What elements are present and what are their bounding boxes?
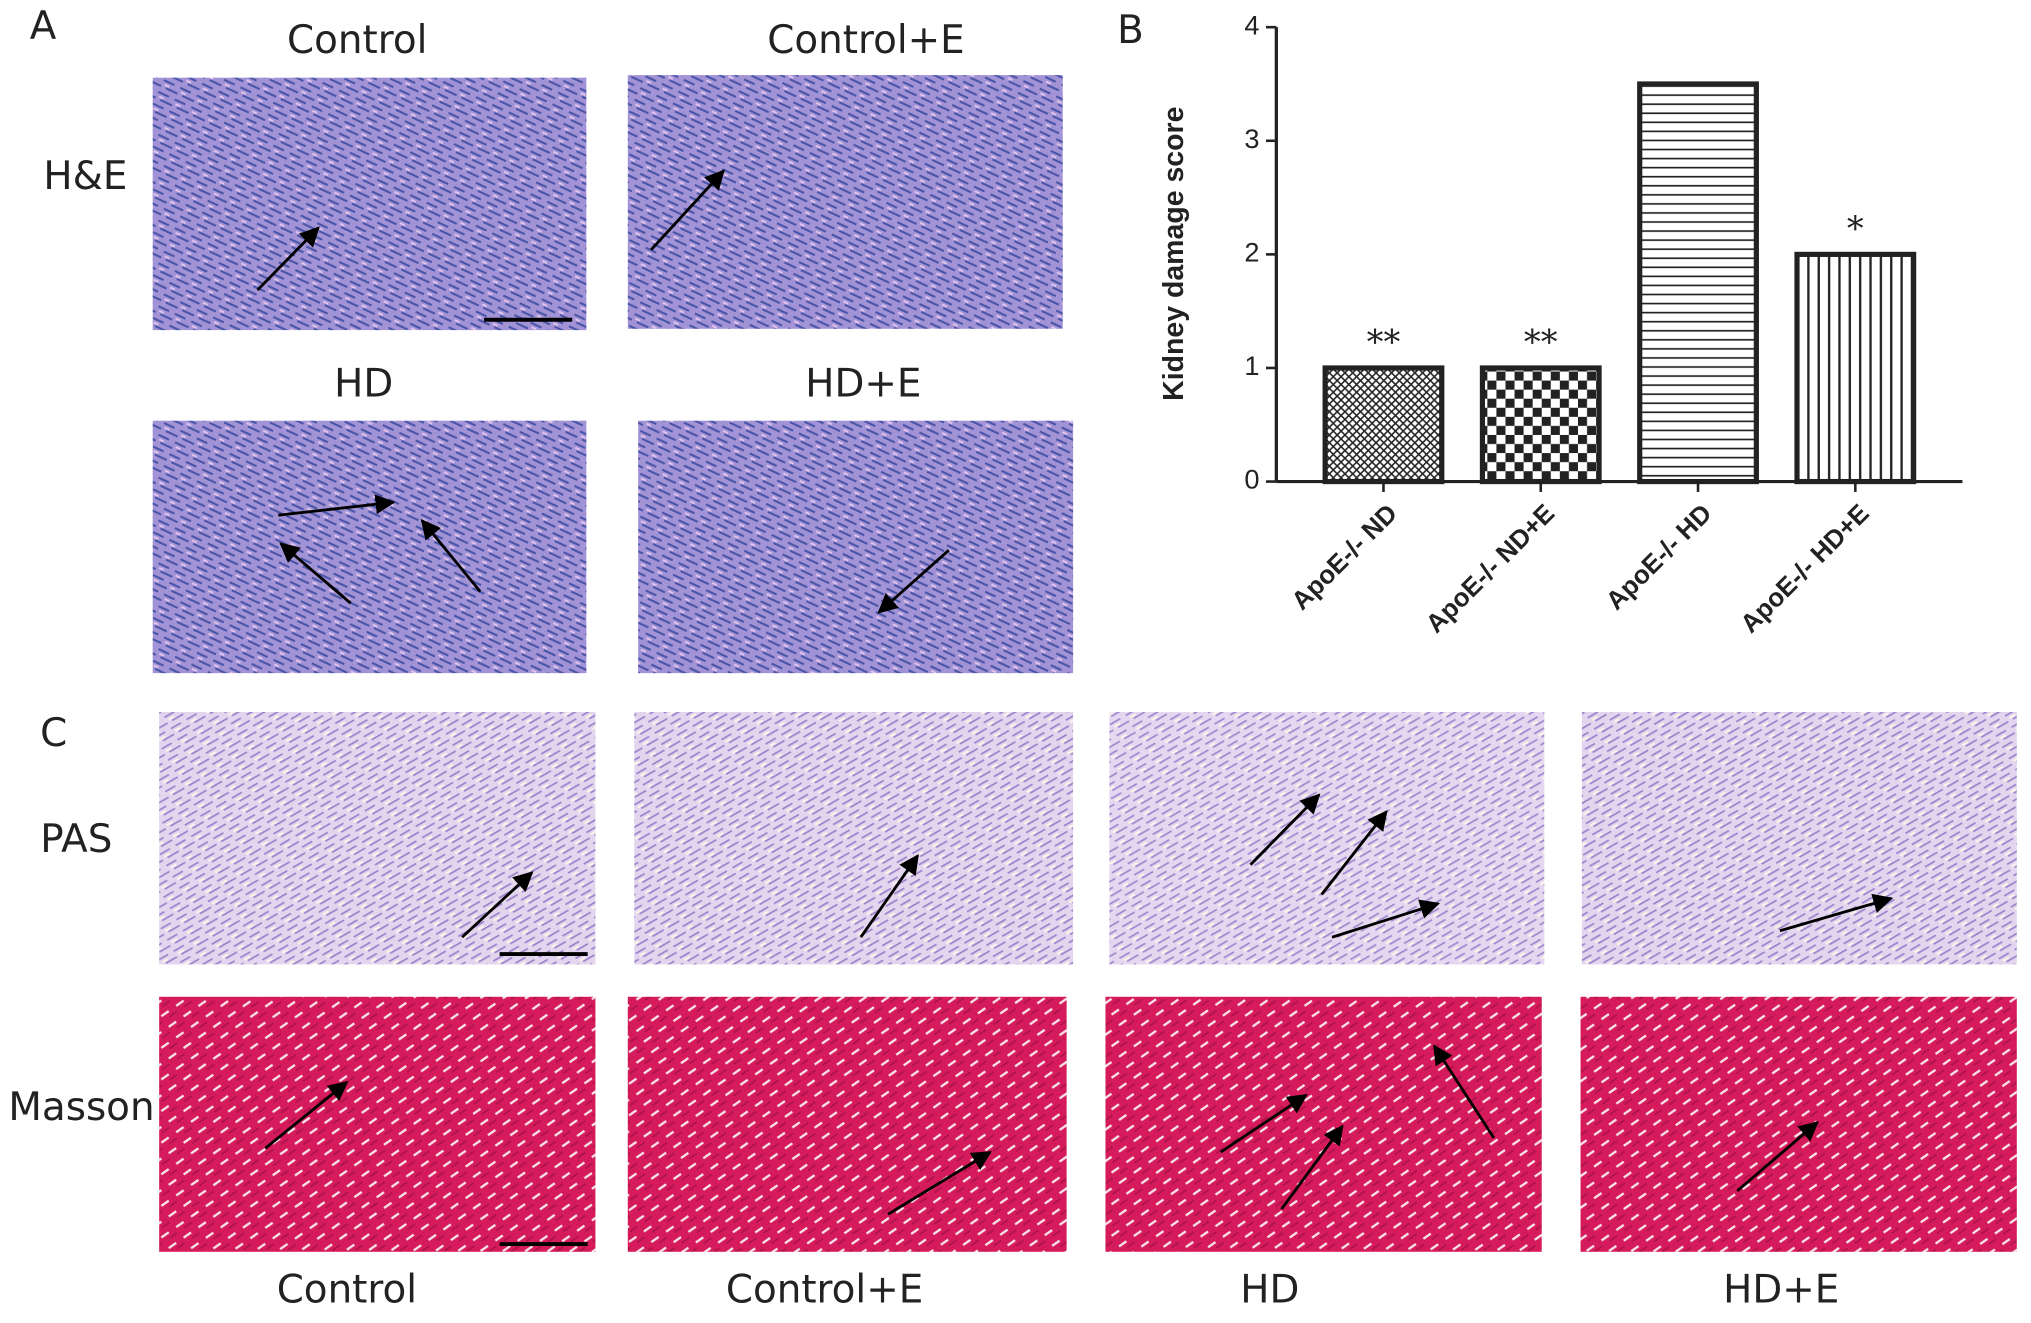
row-label: H&E (43, 154, 127, 199)
panel-label: B (1117, 8, 1144, 53)
bar (1479, 365, 1602, 485)
x-tick-label: ApoE-/- HD (1601, 499, 1717, 615)
bar (1637, 81, 1759, 485)
column-title: Control+E (726, 1267, 923, 1312)
y-tick-label: 2 (1244, 237, 1259, 268)
bar (1322, 365, 1445, 485)
column-title: HD+E (1723, 1267, 1839, 1312)
row-label: Masson (8, 1085, 154, 1130)
column-title: HD (1240, 1267, 1299, 1312)
y-tick-label: 0 (1244, 464, 1259, 495)
panel-label: A (30, 4, 57, 49)
x-tick-label: ApoE-/- HD+E (1736, 499, 1875, 638)
y-tick-label: 1 (1244, 350, 1259, 381)
micrographs-c (159, 711, 2017, 1252)
y-tick-label: 3 (1244, 123, 1259, 154)
column-title: Control (277, 1267, 417, 1312)
row-label: PAS (40, 817, 112, 862)
y-tick-label: 4 (1244, 9, 1259, 40)
significance-label: ** (1367, 323, 1401, 362)
x-tick-label: ApoE-/- ND+E (1421, 499, 1560, 638)
significance-label: ** (1524, 323, 1558, 362)
column-title: Control+E (767, 18, 964, 63)
bar-chart: B Kidney damage score 0 1 2 3 4 ApoE-/- ND ** A… (1117, 8, 1963, 639)
bar (1794, 251, 1917, 485)
y-axis-label: Kidney damage score (1158, 107, 1190, 401)
panel-label: C (40, 711, 67, 756)
significance-label: * (1847, 209, 1864, 248)
x-tick-label: ApoE-/- ND (1287, 499, 1403, 615)
column-title: Control (287, 18, 427, 63)
column-title: HD (334, 361, 393, 406)
micrographs-a (152, 75, 1074, 674)
column-title: HD+E (805, 361, 921, 406)
